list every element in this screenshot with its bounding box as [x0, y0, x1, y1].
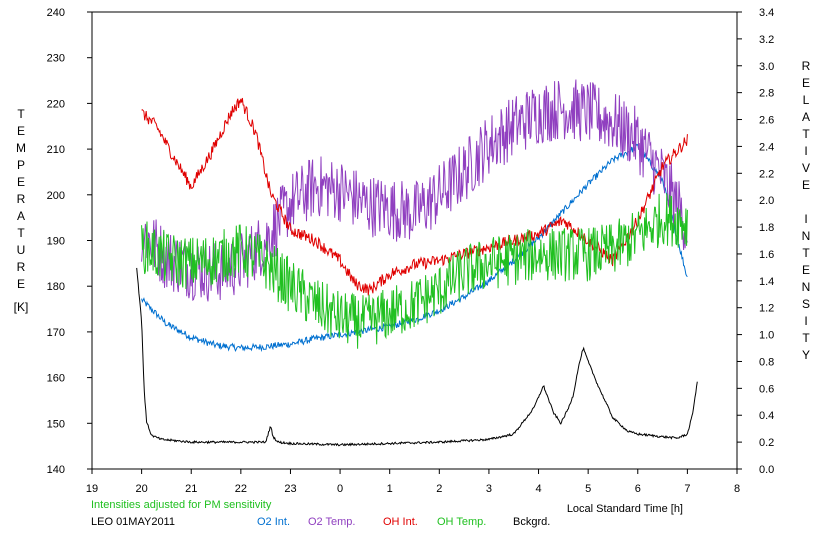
plot-frame — [91, 11, 738, 470]
right-tick-label: 3.0 — [759, 61, 774, 73]
right-tick-label: 2.8 — [759, 88, 774, 100]
x-tick-label: 0 — [337, 483, 343, 495]
axis-label-letter: R — [801, 59, 811, 73]
left-tick-label: 150 — [47, 418, 65, 430]
legend-entry: O2 Temp. — [308, 516, 356, 528]
x-tick-label: 4 — [535, 483, 541, 495]
right-axis-ticks: 0.0 0.2 0.4 0.6 0.8 1.0 1.2 1.4 1.6 1.8 2.0 2.2 2.4 2… — [737, 7, 774, 476]
legend: O2 Int. O2 Temp. OH Int. OH Temp. Bckgrd. — [257, 516, 550, 528]
axis-label-letter: V — [801, 161, 810, 175]
x-tick-label: 22 — [235, 483, 247, 495]
left-tick-label: 230 — [47, 53, 65, 65]
left-tick-label: 200 — [47, 190, 65, 202]
right-tick-label: 0.2 — [759, 437, 774, 449]
right-tick-label: 0.6 — [759, 383, 774, 395]
station-label: LEO 01MAY2011 — [91, 516, 175, 528]
series-line-bckgrd — [136, 267, 698, 447]
x-tick-label: 21 — [185, 483, 197, 495]
axis-label-letter: T — [802, 246, 810, 260]
axis-label-letter: A — [801, 110, 810, 124]
x-tick-label: 7 — [684, 483, 690, 495]
x-tick-label: 23 — [284, 483, 296, 495]
x-tick-label: 6 — [635, 483, 641, 495]
axis-label-letter: E — [16, 175, 25, 189]
left-tick-label: 170 — [47, 327, 65, 339]
axis-label-letter: E — [801, 76, 810, 90]
legend-entry: O2 Int. — [257, 516, 290, 528]
x-axis-ticks: 19 20 21 22 23 0 1 2 3 4 5 6 7 8 — [86, 469, 740, 495]
axis-label-letter: R — [16, 192, 26, 206]
axis-label-letter: I — [804, 314, 808, 328]
axis-label-letter: M — [16, 141, 26, 155]
right-tick-label: 0.4 — [759, 410, 774, 422]
series-line-o2-temp — [141, 79, 688, 302]
note-text: Intensities adjusted for PM sensitivity — [91, 499, 272, 511]
axis-label-letter — [797, 194, 815, 211]
axis-label-letter: E — [801, 178, 810, 192]
axis-label-letter: U — [16, 243, 26, 257]
x-tick-label: 1 — [387, 483, 393, 495]
right-tick-label: 0.0 — [759, 464, 774, 476]
axis-label-letter: T — [17, 107, 25, 121]
right-tick-label: 1.8 — [759, 222, 774, 234]
axis-label-letter: N — [801, 229, 811, 243]
right-tick-label: 1.0 — [759, 330, 774, 342]
axis-label-letter: Y — [801, 348, 810, 362]
right-tick-label: 1.6 — [759, 249, 774, 261]
axis-label-letter: E — [801, 263, 810, 277]
axis-label-letter: T — [17, 226, 25, 240]
right-tick-label: 0.8 — [759, 356, 774, 368]
legend-entry: OH Int. — [383, 516, 418, 528]
right-tick-label: 2.2 — [759, 168, 774, 180]
series-layer — [136, 79, 698, 447]
right-tick-label: 2.0 — [759, 195, 774, 207]
axis-label-letter: T — [802, 127, 810, 141]
x-tick-label: 5 — [585, 483, 591, 495]
axis-label-letter: A — [16, 209, 25, 223]
right-tick-label: 3.4 — [759, 7, 774, 19]
x-tick-label: 20 — [135, 483, 147, 495]
axis-label-letter: L — [802, 93, 810, 107]
axis-label-letter: E — [16, 124, 25, 138]
right-tick-label: 2.6 — [759, 115, 774, 127]
left-tick-label: 190 — [47, 236, 65, 248]
axis-label-letter: R — [16, 260, 26, 274]
right-tick-label: 1.4 — [759, 276, 774, 288]
x-tick-label: 2 — [436, 483, 442, 495]
axis-label-letter: P — [16, 158, 25, 172]
axis-label-letter: S — [801, 297, 810, 311]
x-axis-label: Local Standard Time [h] — [567, 503, 683, 515]
axis-label-letter: N — [801, 280, 811, 294]
left-tick-label: 140 — [47, 464, 65, 476]
left-axis-ticks: 140 150 160 170 180 190 200 210 220 230 240 — [47, 7, 92, 476]
right-tick-label: 2.4 — [759, 141, 774, 153]
left-tick-label: 160 — [47, 373, 65, 385]
axis-label-letter: T — [802, 331, 810, 345]
left-tick-label: 180 — [47, 281, 65, 293]
axis-label-letter: I — [804, 212, 808, 226]
left-axis-unit: [K] — [13, 300, 29, 314]
right-tick-label: 3.2 — [759, 34, 774, 46]
axis-label-letter: I — [804, 144, 808, 158]
legend-entry: Bckgrd. — [513, 516, 550, 528]
x-tick-label: 3 — [486, 483, 492, 495]
right-tick-label: 1.2 — [759, 303, 774, 315]
left-tick-label: 220 — [47, 98, 65, 110]
x-tick-label: 19 — [86, 483, 98, 495]
series-line-oh-temp — [141, 193, 688, 349]
axis-label-letter: E — [16, 277, 25, 291]
x-tick-label: 8 — [734, 483, 740, 495]
left-tick-label: 240 — [47, 7, 65, 19]
legend-entry: OH Temp. — [437, 516, 486, 528]
left-tick-label: 210 — [47, 144, 65, 156]
